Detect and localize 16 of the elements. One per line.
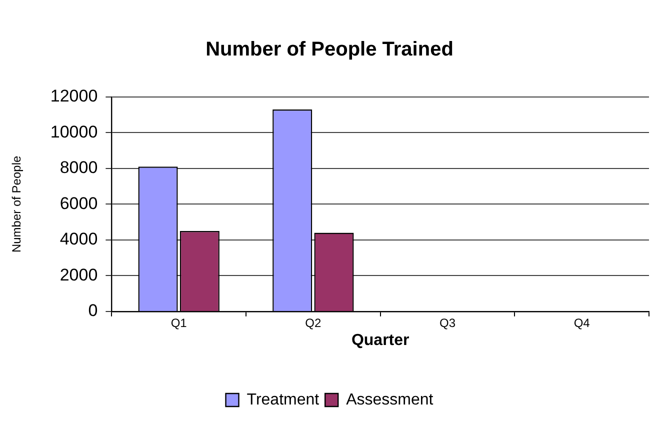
x-tick-label: Q1 bbox=[170, 316, 188, 330]
x-tick-label: Q4 bbox=[574, 316, 590, 330]
legend-label: Assessment bbox=[346, 391, 434, 408]
y-axis-title: Number of People bbox=[10, 156, 24, 253]
x-tick-label: Q2 bbox=[305, 316, 322, 330]
y-tick-label: 6000 bbox=[60, 194, 98, 213]
x-tick-label: Q3 bbox=[439, 316, 456, 330]
y-tick-label: 4000 bbox=[60, 230, 98, 249]
y-tick-label: 12000 bbox=[50, 86, 98, 106]
legend-label: Treatment bbox=[246, 391, 320, 408]
chart-title: Number of People Trained bbox=[206, 38, 454, 61]
y-tick-label: 10000 bbox=[50, 122, 98, 142]
y-tick-label: 8000 bbox=[60, 158, 98, 178]
y-tick-label: 0 bbox=[88, 301, 98, 320]
y-tick-label: 2000 bbox=[60, 265, 98, 284]
x-axis-title: Quarter bbox=[351, 332, 410, 349]
